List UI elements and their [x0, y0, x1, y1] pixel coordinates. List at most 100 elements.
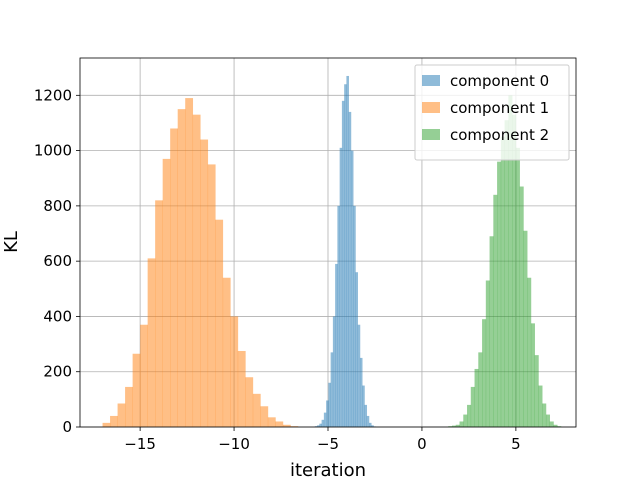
histogram-bar	[508, 95, 513, 427]
histogram-bar	[359, 357, 363, 427]
x-tick-label: 0	[417, 435, 427, 453]
x-tick-label: −10	[218, 435, 250, 453]
histogram-bar	[260, 406, 269, 427]
histogram-bar	[512, 114, 517, 428]
histogram-bar	[319, 423, 322, 427]
histogram-bar	[323, 412, 327, 427]
histogram-bar	[455, 424, 460, 427]
histogram-bar	[364, 404, 368, 427]
histogram-bar	[482, 319, 487, 427]
histogram-bar	[485, 280, 490, 427]
histogram-bar	[185, 98, 194, 428]
legend-box	[414, 64, 570, 161]
histogram-bar	[147, 258, 156, 427]
histogram-bar	[530, 323, 535, 427]
histogram-bar	[489, 236, 494, 427]
histogram-bar	[542, 403, 547, 427]
histogram-bar	[357, 324, 361, 427]
histogram-bar	[192, 114, 201, 428]
histogram-bar	[332, 316, 336, 427]
histogram-bar	[500, 136, 505, 428]
histogram-bar	[353, 205, 356, 427]
x-tick-label: −5	[317, 435, 339, 453]
y-axis-label: KL	[1, 231, 22, 253]
histogram-bar	[337, 205, 340, 427]
legend-swatch	[422, 129, 440, 140]
bars	[102, 75, 562, 428]
histogram-bar	[245, 377, 254, 427]
y-tick-label: 0	[62, 418, 72, 436]
histogram-bar	[470, 386, 475, 427]
y-tick-label: 400	[43, 307, 72, 325]
histogram-bar	[538, 385, 543, 427]
series-1	[102, 98, 299, 428]
axes: −15 −10 −5 0 5 0 200 400 600 800 1000 1200	[34, 57, 577, 453]
histogram-bar	[519, 186, 524, 427]
histogram-bar	[341, 100, 345, 427]
histogram-bar	[474, 368, 479, 427]
histogram-bar	[222, 277, 231, 427]
histogram-bar	[478, 352, 483, 427]
histogram-bar	[335, 263, 338, 427]
histogram-bar	[366, 415, 370, 427]
histogram-bar	[140, 324, 148, 427]
histogram-bar	[497, 161, 502, 428]
y-tick-label: 800	[43, 197, 72, 215]
histogram-bar	[162, 158, 171, 427]
histogram-bar	[557, 426, 562, 427]
histogram-bar	[321, 419, 325, 427]
histogram-bar	[368, 422, 372, 427]
y-tick-label: 200	[43, 363, 72, 381]
histogram-bar	[328, 382, 331, 427]
histogram-bar	[330, 352, 334, 427]
histogram-bar	[155, 200, 163, 427]
series-2	[448, 95, 562, 428]
histogram-bar	[553, 424, 558, 427]
histogram-bar	[549, 421, 554, 427]
x-tick-label: −15	[124, 435, 156, 453]
histogram-bar	[467, 404, 472, 427]
histogram-bar	[132, 353, 141, 427]
histogram-bar	[493, 194, 498, 427]
histogram-bar	[515, 147, 520, 427]
histogram-bar	[117, 403, 126, 427]
y-tick-label: 1000	[34, 142, 72, 160]
histogram-bar	[523, 230, 528, 427]
histogram-bar	[355, 272, 358, 427]
legend-label: component 0	[450, 72, 549, 90]
histogram-bar	[252, 393, 261, 427]
histogram-bar	[170, 128, 178, 427]
histogram-bar	[290, 426, 299, 427]
legend-label: component 2	[450, 126, 549, 144]
histogram-bar	[215, 219, 224, 427]
histogram-bar	[200, 139, 209, 428]
histogram-bar	[346, 75, 349, 427]
histogram-bar	[326, 400, 329, 427]
legend: component 0 component 1 component 2	[414, 64, 570, 161]
histogram-bar	[275, 421, 284, 427]
histogram-bar	[504, 120, 509, 427]
histogram-bar	[452, 425, 457, 427]
histogram-bar	[177, 109, 186, 428]
x-axis-label: iteration	[290, 460, 366, 480]
legend-label: component 1	[450, 99, 549, 117]
histogram-bar	[314, 426, 318, 427]
histogram-bar	[545, 414, 550, 427]
histogram-bar	[237, 350, 246, 427]
histogram-bar	[339, 147, 343, 427]
histogram-bar	[527, 277, 532, 427]
histogram-bar	[362, 385, 365, 427]
histogram-bar	[102, 422, 111, 427]
histogram-bar	[125, 386, 133, 427]
histogram-bar	[317, 425, 320, 427]
histogram-bar	[459, 421, 464, 427]
histogram-bar	[348, 111, 352, 428]
histogram-bar	[207, 164, 216, 428]
y-tick-label: 600	[43, 252, 72, 270]
histogram-bar	[350, 150, 354, 427]
series-0	[314, 75, 377, 428]
histogram-bar	[110, 415, 118, 427]
histogram-bar	[282, 424, 291, 427]
legend-swatch	[422, 75, 440, 86]
